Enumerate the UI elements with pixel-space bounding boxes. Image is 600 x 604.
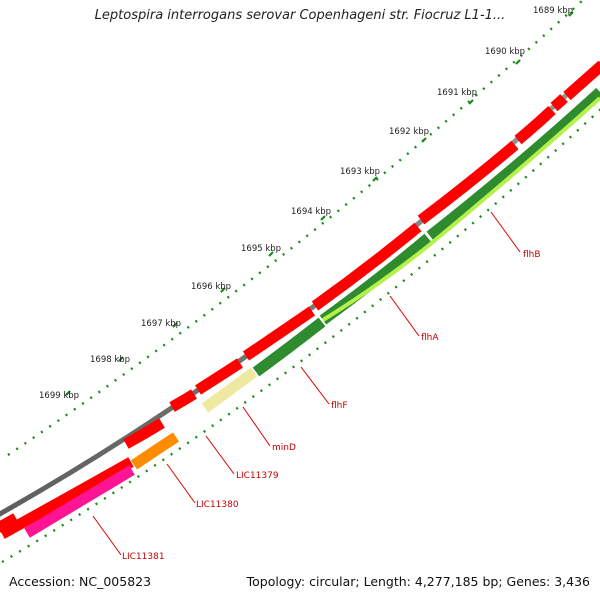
cds-feature [563,60,600,101]
scale-label: 1696 kbp [191,282,231,292]
topology-text: Topology: circular; Length: 4,277,185 bp… [246,574,590,589]
scale-label: 1690 kbp [485,47,525,57]
scale-label: 1699 kbp [39,391,79,401]
cds-feature [123,418,165,449]
scale-label: 1695 kbp [241,244,281,254]
genome-backbone [0,60,600,517]
cds-feature [195,358,243,395]
gene-flhF [252,317,326,377]
gene-flhB [426,87,600,241]
accession-text: Accession: NC_005823 [9,574,152,589]
gene-label: LIC11381 [122,552,165,562]
scale-major-ticks [65,11,574,396]
scale-label: 1691 kbp [437,88,477,98]
gene-minD [201,367,258,413]
gene-label: flhB [523,250,541,260]
cds-feature [311,222,422,311]
inner-scale-arc [1,108,600,564]
forward-cds-track [0,60,600,539]
gene-label: LIC11379 [236,471,279,481]
scale-label: 1694 kbp [291,207,331,217]
scale-label: 1692 kbp [389,127,429,137]
gene-label: minD [272,443,296,453]
gene-label: flhA [421,333,439,343]
gene-track [24,87,600,538]
scale-label: 1697 kbp [141,319,181,329]
cds-feature [550,94,568,112]
scale-arc [7,0,584,456]
gene-label: flhF [331,401,348,411]
scale-label: 1689 kbp [533,6,573,16]
cds-feature [417,140,519,225]
cds-feature [514,105,556,145]
gene-label: LIC11380 [196,500,239,510]
cds-feature [242,306,316,361]
cds-feature [0,457,134,539]
scale-label: 1698 kbp [90,355,130,365]
gene-LIC11381 [24,465,135,538]
cds-feature [0,513,19,533]
gene-LIC11380 [130,432,179,470]
genome-title: Leptospira interrogans serovar Copenhage… [94,8,506,23]
gene-flhA-highlight [321,96,600,322]
cds-feature [169,389,197,412]
scale-label: 1693 kbp [340,167,380,177]
gene-leader-lines [92,211,521,556]
